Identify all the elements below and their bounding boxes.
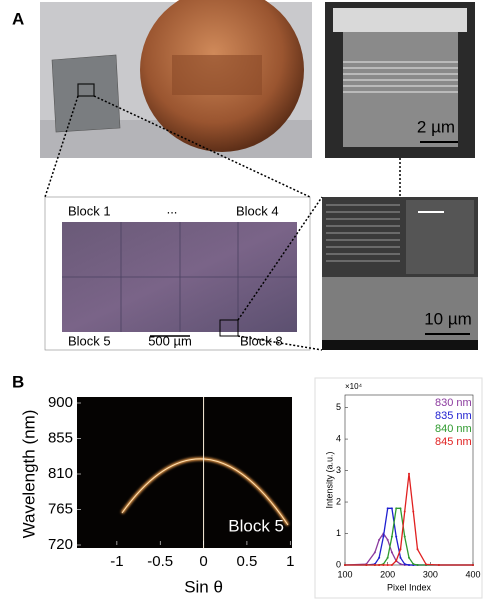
spectrum-point [365,564,367,566]
chip-label: Block 5 [68,333,111,348]
spectrum-point [387,507,389,509]
x-tick-label: 300 [423,569,438,579]
spectrum-point [395,507,397,509]
x-tick-label: 200 [380,569,395,579]
y-tick-label: 900 [48,394,73,411]
y-tick-label: 0 [336,559,341,569]
spectrum-point [472,564,474,566]
chip-label: ... [167,201,178,216]
spectrum-point [391,551,393,553]
x-axis-label: Sin θ [184,577,223,596]
spectrum-point [391,507,393,509]
y-tick-label: 4 [336,433,341,443]
spectrum-point [408,557,410,559]
spectrum-point [425,563,427,565]
spectrum-point [399,548,401,550]
y-tick-label: 3 [336,465,341,475]
y-tick-label: 855 [48,429,73,446]
legend-entry: 840 nm [435,423,472,435]
chip-label: Block 1 [68,203,111,218]
spectrum-point [417,548,419,550]
x-tick-label: 400 [465,569,480,579]
spectrum-point [374,564,376,566]
x-tick-label: 100 [337,569,352,579]
spectrum-point [404,510,406,512]
chip-label: Block 4 [236,203,279,218]
spectrum-point [387,564,389,566]
multiplier: ×10⁴ [345,382,363,391]
spectrum-point [387,557,389,559]
spectrum-point [387,539,389,541]
x-tick-label: 0 [199,553,207,570]
chip-label: Block 8 [240,333,283,348]
spectrum-point [395,536,397,538]
spectrum-point [399,557,401,559]
spectrum-point [404,536,406,538]
spectrum-point [404,563,406,565]
spectrum-point [382,564,384,566]
x-tick-label: -0.5 [147,553,173,570]
spectrum-point [378,557,380,559]
spectrum-point [399,507,401,509]
spectrum-line [345,474,473,565]
y-tick-label: 2 [336,496,341,506]
y-axis-label: Wavelength (nm) [19,410,38,539]
spectrum-point [391,536,393,538]
chip-label: 500 µm [148,333,192,348]
panel-label: B [12,372,24,391]
legend-entry: 845 nm [435,436,472,448]
spectrum-point [408,564,410,566]
y-tick-label: 720 [48,536,73,553]
x-tick-label: 1 [286,553,294,570]
spectrum-line [345,534,473,566]
spectrum-point [408,473,410,475]
y-axis-label: Intensity (a.u.) [324,451,334,508]
y-tick-label: 1 [336,528,341,538]
y-tick-label: 810 [48,465,73,482]
legend-entry: 835 nm [435,410,472,422]
spectrum-point [399,563,401,565]
scale-label: 10 µm [424,309,472,328]
spectrum-point [417,564,419,566]
annotation: Block 5 [228,516,284,535]
spectrum-point [391,564,393,566]
x-axis-label: Pixel Index [387,582,432,592]
spectrum-point [395,560,397,562]
scale-label: 2 µm [417,117,455,136]
spectrum-point [374,551,376,553]
spectrum-point [412,563,414,565]
spectrum-point [382,536,384,538]
panel-label: A [12,9,24,28]
spectrum-point [412,510,414,512]
y-tick-label: 5 [336,402,341,412]
spectrum-point [378,564,380,566]
x-tick-label: -1 [110,553,123,570]
spectrum-point [378,539,380,541]
figure: 2 µm A 10 µm Block 1 ... Block 4 Block 5… [0,0,485,603]
x-tick-label: 0.5 [236,553,257,570]
photo-penny [40,0,312,158]
y-tick-label: 765 [48,500,73,517]
legend-entry: 830 nm [435,397,472,409]
spectrum-point [344,564,346,566]
spectrum-line [345,508,473,565]
spectrum-point [438,564,440,566]
